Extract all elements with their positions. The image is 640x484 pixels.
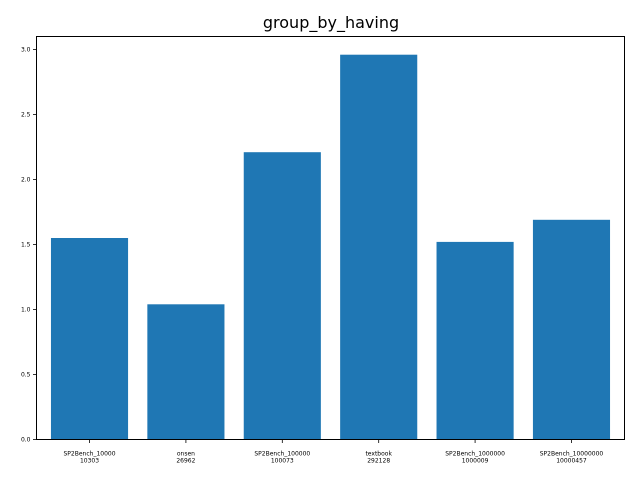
bar-3	[340, 54, 418, 440]
x-tick-label: 10000457	[556, 458, 587, 465]
y-tick-label: 3.0	[21, 47, 31, 54]
x-tick-label: SP2Bench_100000	[254, 451, 310, 458]
x-tick-label: textbook	[365, 451, 392, 458]
plot-frame	[36, 36, 625, 440]
y-tick-label: 1.0	[21, 307, 31, 314]
bar-2	[243, 152, 321, 440]
x-tick-label: SP2Bench_10000	[63, 451, 115, 458]
y-axis: 0.0 0.5 1.0 1.5 2.0 2.5 3.0	[21, 47, 37, 444]
x-tick-label: onsen	[177, 451, 195, 458]
bars-group	[50, 54, 611, 440]
y-tick-label: 0.5	[21, 372, 31, 379]
bar-5	[532, 219, 611, 440]
y-tick-label: 1.5	[21, 242, 31, 249]
y-tick-label: 0.0	[21, 437, 31, 444]
chart-title: group_by_having	[263, 13, 399, 33]
x-tick-label: 10303	[80, 458, 99, 465]
x-tick-label: SP2Bench_10000000	[540, 451, 604, 458]
x-tick-label: 100073	[271, 458, 294, 465]
y-tick-label: 2.5	[21, 112, 31, 119]
x-tick-label: 26962	[176, 458, 195, 465]
bar-4	[436, 241, 514, 440]
y-tick-label: 2.0	[21, 177, 31, 184]
x-tick-label: 292128	[367, 458, 390, 465]
bar-1	[147, 304, 225, 440]
bar-0	[50, 238, 129, 440]
x-tick-label: 1000009	[462, 458, 489, 465]
x-tick-label: SP2Bench_1000000	[445, 451, 505, 458]
